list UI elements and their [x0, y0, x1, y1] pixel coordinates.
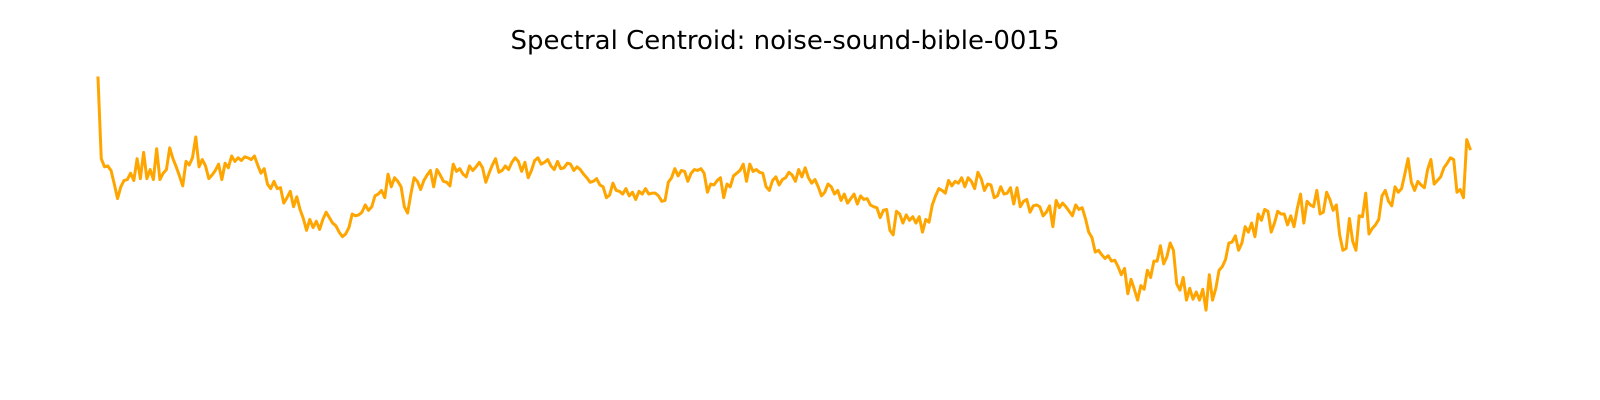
chart-title: Spectral Centroid: noise-sound-bible-001…	[510, 26, 1060, 56]
series-lines	[96, 76, 1472, 312]
series-line-0	[96, 76, 1472, 312]
